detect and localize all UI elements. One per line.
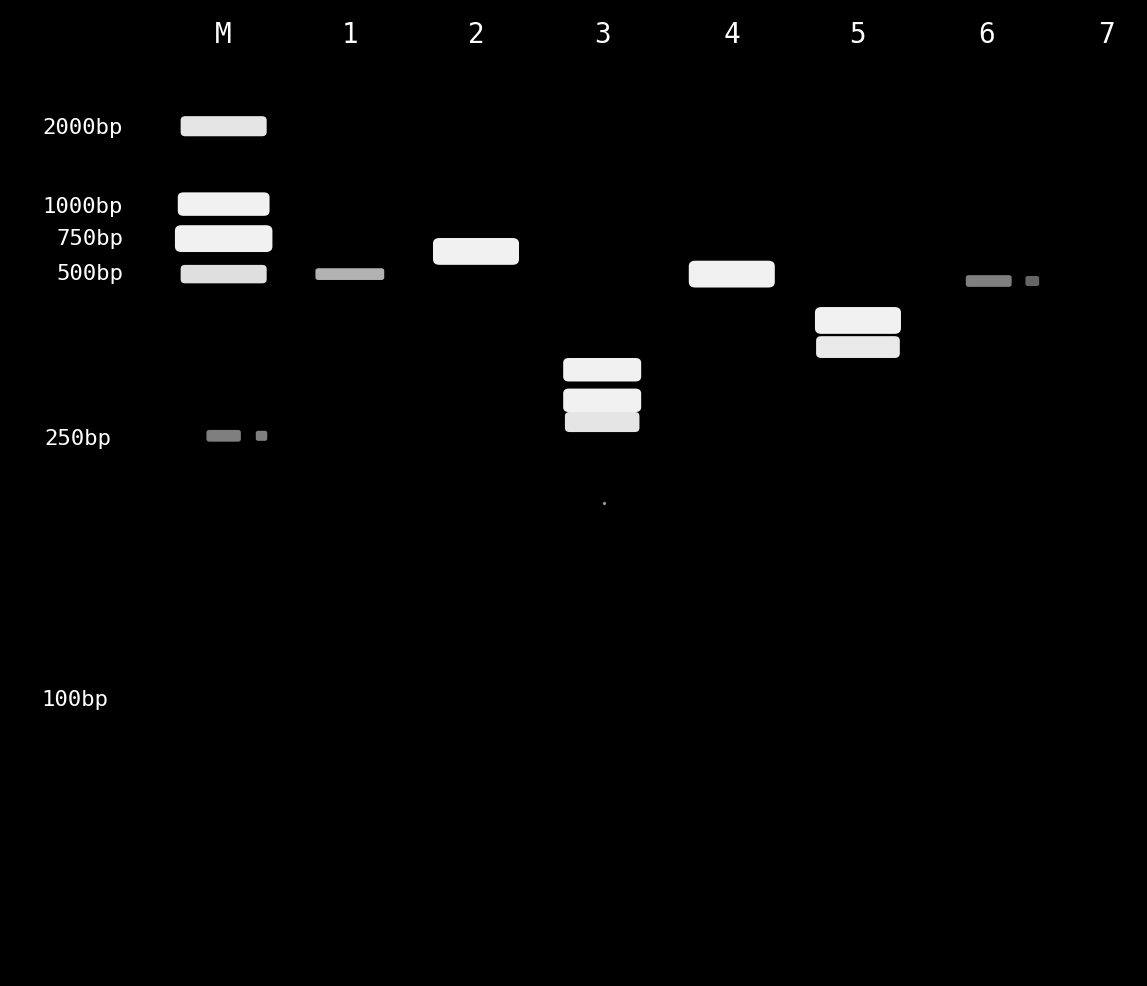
Text: 2: 2 [468, 21, 484, 48]
Text: 750bp: 750bp [56, 229, 123, 248]
FancyBboxPatch shape [688, 260, 775, 288]
Text: 1: 1 [342, 21, 358, 48]
Text: 500bp: 500bp [56, 264, 123, 284]
FancyBboxPatch shape [563, 358, 641, 382]
FancyBboxPatch shape [814, 307, 902, 334]
FancyBboxPatch shape [1025, 276, 1039, 286]
FancyBboxPatch shape [256, 431, 267, 441]
FancyBboxPatch shape [563, 388, 641, 412]
FancyBboxPatch shape [817, 336, 900, 358]
Text: 100bp: 100bp [41, 690, 108, 710]
Text: 2000bp: 2000bp [42, 118, 123, 138]
FancyBboxPatch shape [174, 225, 273, 252]
Text: 3: 3 [594, 21, 610, 48]
Text: 5: 5 [850, 21, 866, 48]
Text: 4: 4 [724, 21, 740, 48]
FancyBboxPatch shape [434, 238, 520, 265]
FancyBboxPatch shape [966, 275, 1012, 287]
FancyBboxPatch shape [206, 430, 241, 442]
FancyBboxPatch shape [181, 265, 266, 283]
Text: M: M [216, 21, 232, 48]
Text: 250bp: 250bp [45, 429, 111, 449]
Text: 6: 6 [978, 21, 994, 48]
Text: 7: 7 [1099, 21, 1115, 48]
FancyBboxPatch shape [565, 412, 640, 432]
FancyBboxPatch shape [315, 268, 384, 280]
FancyBboxPatch shape [181, 116, 266, 136]
FancyBboxPatch shape [178, 192, 270, 216]
Text: 1000bp: 1000bp [42, 197, 123, 217]
